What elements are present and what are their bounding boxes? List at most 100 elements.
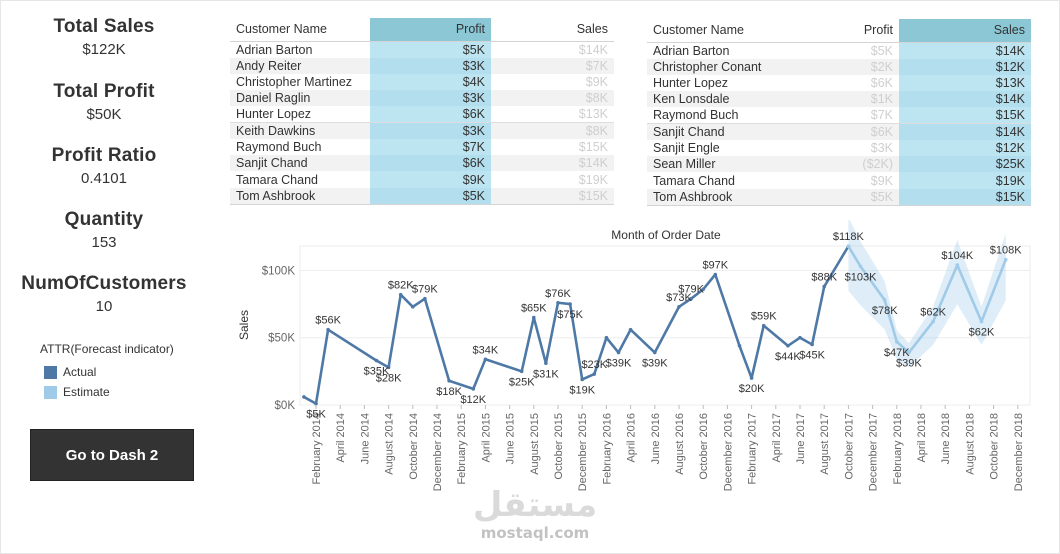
data-label: $34K	[473, 344, 499, 356]
sales-cell: $8K	[491, 89, 614, 107]
data-label: $97K	[702, 259, 728, 271]
table-row[interactable]: Tamara Chand $9K $19K	[647, 172, 1031, 189]
column-header[interactable]: Sales	[899, 19, 1031, 43]
profit-cell: $9K	[370, 171, 491, 188]
x-tick-label: October 2016	[698, 413, 710, 480]
customer-name-cell: Tamara Chand	[230, 171, 370, 188]
data-point	[411, 304, 415, 309]
table-row[interactable]: Christopher Conant $2K $12K	[647, 58, 1031, 75]
table-row[interactable]: Andy Reiter $3K $7K	[230, 57, 614, 74]
x-tick-label: April 2016	[626, 413, 638, 463]
data-point	[447, 378, 451, 383]
table-row[interactable]: Ken Lonsdale $1K $14K	[647, 90, 1031, 108]
table-row[interactable]: Sanjit Chand $6K $14K	[647, 123, 1031, 141]
kpi-label: Total Sales	[53, 16, 155, 37]
x-tick-label: October 2015	[553, 413, 565, 480]
x-tick-label: August 2016	[674, 413, 686, 475]
x-tick-label: June 2014	[359, 413, 371, 464]
x-tick-label: February 2015	[456, 413, 468, 485]
table-row[interactable]: Adrian Barton $5K $14K	[230, 41, 614, 58]
x-tick-label: April 2015	[480, 413, 492, 463]
top-profit-customers-table: Customer Name Profit Sales Adrian Barton…	[230, 18, 614, 205]
table-row[interactable]: Keith Dawkins $3K $8K	[230, 122, 614, 140]
sales-cell: $15K	[491, 187, 614, 205]
legend-item-actual[interactable]: Actual	[40, 362, 174, 382]
legend-item-estimate[interactable]: Estimate	[40, 382, 174, 402]
table-row[interactable]: Sanjit Engle $3K $12K	[647, 140, 1031, 157]
forecast-band	[848, 220, 1006, 368]
table-row[interactable]: Tamara Chand $9K $19K	[230, 171, 614, 188]
kpi-total-profit: Total Profit $50K	[0, 81, 208, 123]
data-label: $20K	[739, 383, 765, 395]
data-label: $108K	[990, 245, 1022, 257]
plot-area	[299, 245, 1031, 406]
table-row[interactable]: Raymond Buch $7K $15K	[647, 107, 1031, 124]
x-tick-label: June 2017	[795, 413, 807, 464]
table-row[interactable]: Raymond Buch $7K $15K	[230, 139, 614, 156]
data-label: $35K	[364, 366, 390, 378]
sales-cell: $14K	[899, 42, 1031, 59]
table-row[interactable]: Tom Ashbrook $5K $15K	[230, 187, 614, 205]
legend-swatch	[44, 385, 57, 399]
data-label: $31K	[533, 368, 559, 380]
sales-cell: $12K	[899, 140, 1031, 157]
data-point	[931, 319, 935, 324]
data-point	[544, 361, 548, 366]
data-point	[592, 372, 597, 376]
sales-cell: $13K	[578, 107, 608, 122]
x-tick-label: August 2017	[819, 413, 831, 475]
x-tick-label: February 2018	[892, 413, 904, 485]
profit-cell: $3K	[370, 122, 491, 140]
data-label: $18K	[436, 386, 462, 398]
table-row[interactable]: Daniel Raglin $3K $8K	[230, 89, 614, 107]
table-row[interactable]: Sanjit Chand $6K $14K	[230, 155, 614, 172]
watermark-arabic-text: مستقل	[473, 485, 597, 525]
table-row[interactable]: Sean Miller ($2K) $25K	[647, 156, 1031, 173]
x-axis: February 2014 April 2014 June 2014 August 2…	[311, 405, 1025, 491]
column-header[interactable]: Customer Name	[647, 19, 779, 43]
data-point	[568, 302, 572, 306]
x-tick-label: December 2014	[432, 413, 444, 491]
data-point	[471, 387, 476, 391]
column-header[interactable]: Sales	[491, 18, 614, 42]
sales-cell: $19K	[899, 172, 1031, 189]
data-label: $23K	[581, 359, 607, 371]
data-label: $104K	[941, 250, 973, 262]
sales-cell: $15K	[899, 188, 1031, 206]
sales-cell: $7K	[491, 57, 614, 74]
table-row[interactable]: Hunter Lopez $6K $13K	[647, 74, 1031, 91]
data-point	[423, 296, 427, 301]
customer-name-cell: Adrian Barton	[647, 42, 779, 59]
column-header[interactable]: Profit	[779, 19, 899, 43]
sales-cell: $8K	[491, 122, 614, 140]
column-header[interactable]: Customer Name	[230, 18, 370, 42]
profit-cell: $3K	[370, 89, 491, 107]
data-label: $25K	[509, 376, 535, 388]
column-header[interactable]: Profit	[370, 18, 491, 42]
gridlines	[299, 245, 1031, 406]
data-point	[846, 244, 851, 249]
data-point	[374, 358, 379, 363]
x-tick-label: October 2014	[408, 413, 420, 480]
profit-cell: $2K	[779, 58, 899, 75]
go-to-dash-2-button[interactable]: Go to Dash 2	[30, 429, 194, 481]
kpi-value: $50K	[86, 106, 122, 123]
data-point	[882, 298, 887, 302]
customer-name-cell: Tamara Chand	[647, 172, 779, 189]
x-tick-label: December 2018	[1013, 413, 1025, 491]
x-tick-label: June 2015	[505, 413, 517, 464]
mostaql-watermark-logo: مستقل mostaql.com	[473, 485, 597, 542]
x-tick-label: June 2016	[650, 413, 662, 464]
table-row[interactable]: Adrian Barton $5K $14K	[647, 42, 1031, 59]
table-row[interactable]: Tom Ashbrook $5K $15K	[647, 188, 1031, 206]
data-point	[483, 357, 488, 362]
table-row[interactable]: Christopher Martinez $4K $9K	[230, 73, 614, 90]
table-row[interactable]: Hunter Lopez $6K $13K	[230, 106, 614, 123]
data-point	[786, 344, 790, 348]
sales-forecast-line-chart[interactable]: Month of Order Date Sales $0K $50K $100K F…	[230, 220, 1060, 550]
data-point	[386, 365, 391, 370]
customer-name-cell: Sean Miller	[647, 156, 779, 173]
x-tick-label: October 2017	[843, 413, 855, 480]
data-label: $73K	[666, 292, 692, 304]
profit-cell: $3K	[870, 141, 893, 156]
